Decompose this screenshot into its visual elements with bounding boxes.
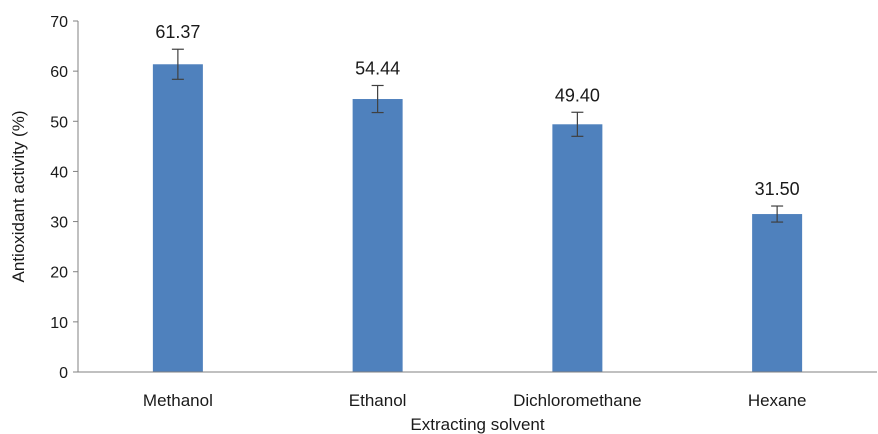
bar [352, 99, 403, 373]
category-label: Ethanol [349, 391, 407, 410]
error-bars [171, 48, 784, 223]
data-label: 61.37 [155, 22, 200, 42]
category-label: Hexane [748, 391, 807, 410]
y-axis-title: Antioxidant activity (%) [9, 111, 28, 283]
data-label: 31.50 [755, 179, 800, 199]
category-labels: Methanol Ethanol Dichloromethane Hexane [143, 391, 807, 410]
bar [752, 214, 803, 372]
data-label: 49.40 [555, 85, 600, 105]
y-tick-label: 20 [50, 265, 68, 282]
y-axis-ticks: 0 10 20 30 40 50 60 70 [50, 14, 78, 382]
x-axis-title: Extracting solvent [410, 415, 544, 434]
y-tick-label: 50 [50, 114, 68, 131]
bar [552, 124, 603, 373]
category-label: Dichloromethane [513, 391, 642, 410]
y-tick-label: 40 [50, 164, 68, 181]
y-tick-label: 60 [50, 64, 68, 81]
category-label: Methanol [143, 391, 213, 410]
y-tick-label: 0 [59, 365, 68, 382]
y-tick-label: 30 [50, 215, 68, 232]
bars [152, 64, 803, 373]
data-labels: 61.37 54.44 49.40 31.50 [155, 22, 799, 199]
y-tick-label: 10 [50, 315, 68, 332]
bar [152, 64, 203, 372]
y-tick-label: 70 [50, 14, 68, 31]
data-label: 54.44 [355, 58, 400, 78]
